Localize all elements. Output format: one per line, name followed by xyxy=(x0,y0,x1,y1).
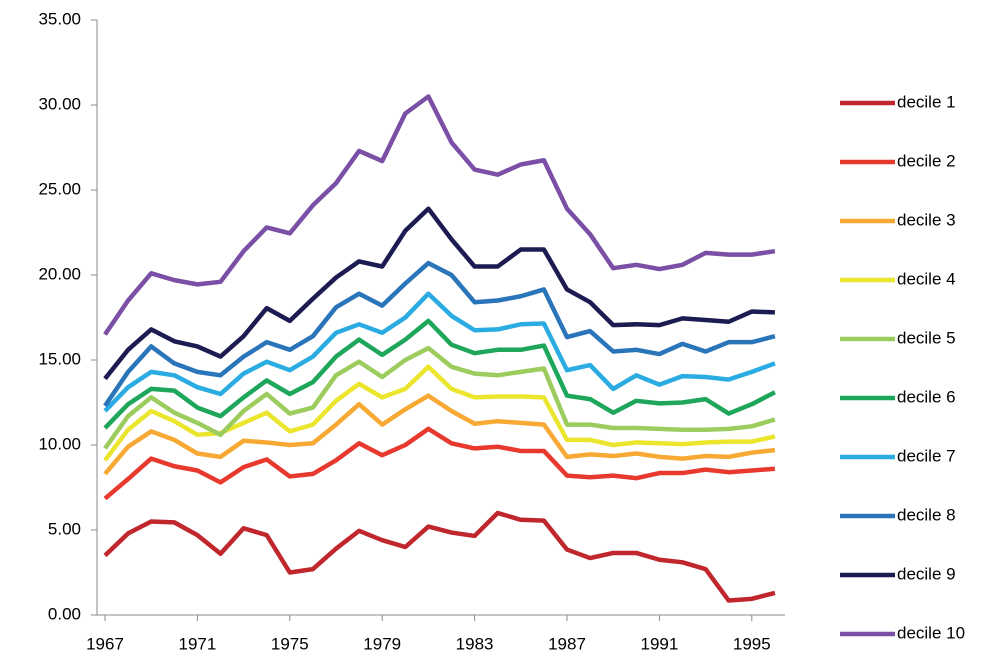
y-tick-label: 10.00 xyxy=(38,434,81,453)
x-tick-label: 1971 xyxy=(178,634,216,653)
y-tick-label: 15.00 xyxy=(38,349,81,368)
y-tick-label: 30.00 xyxy=(38,94,81,113)
legend-label: decile 1 xyxy=(897,92,956,111)
legend-label: decile 2 xyxy=(897,151,956,170)
x-tick-label: 1967 xyxy=(86,634,124,653)
series-line xyxy=(103,510,776,603)
x-tick-label: 1991 xyxy=(640,634,678,653)
y-tick-label: 25.00 xyxy=(38,179,81,198)
legend-label: decile 5 xyxy=(897,328,956,347)
series-line xyxy=(103,206,775,381)
series-line xyxy=(103,94,776,336)
series-line xyxy=(103,260,776,408)
series-line xyxy=(103,318,776,430)
legend-label: decile 10 xyxy=(897,623,965,642)
legend-label: decile 3 xyxy=(897,210,956,229)
y-tick-label: 20.00 xyxy=(38,264,81,283)
legend-label: decile 9 xyxy=(897,564,956,583)
y-tick-label: 35.00 xyxy=(38,9,81,28)
legend-label: decile 7 xyxy=(897,446,956,465)
x-tick-label: 1979 xyxy=(363,634,401,653)
x-tick-label: 1995 xyxy=(733,634,771,653)
series-line xyxy=(103,426,776,501)
series-line xyxy=(103,393,776,476)
series-line xyxy=(103,345,776,450)
legend-label: decile 6 xyxy=(897,387,956,406)
y-tick-label: 5.00 xyxy=(48,519,81,538)
x-tick-label: 1987 xyxy=(548,634,586,653)
legend-label: decile 4 xyxy=(897,269,956,288)
x-tick-label: 1975 xyxy=(271,634,309,653)
x-tick-label: 1983 xyxy=(456,634,494,653)
series-line xyxy=(103,291,776,413)
legend-label: decile 8 xyxy=(897,505,956,524)
y-tick-label: 0.00 xyxy=(48,604,81,623)
